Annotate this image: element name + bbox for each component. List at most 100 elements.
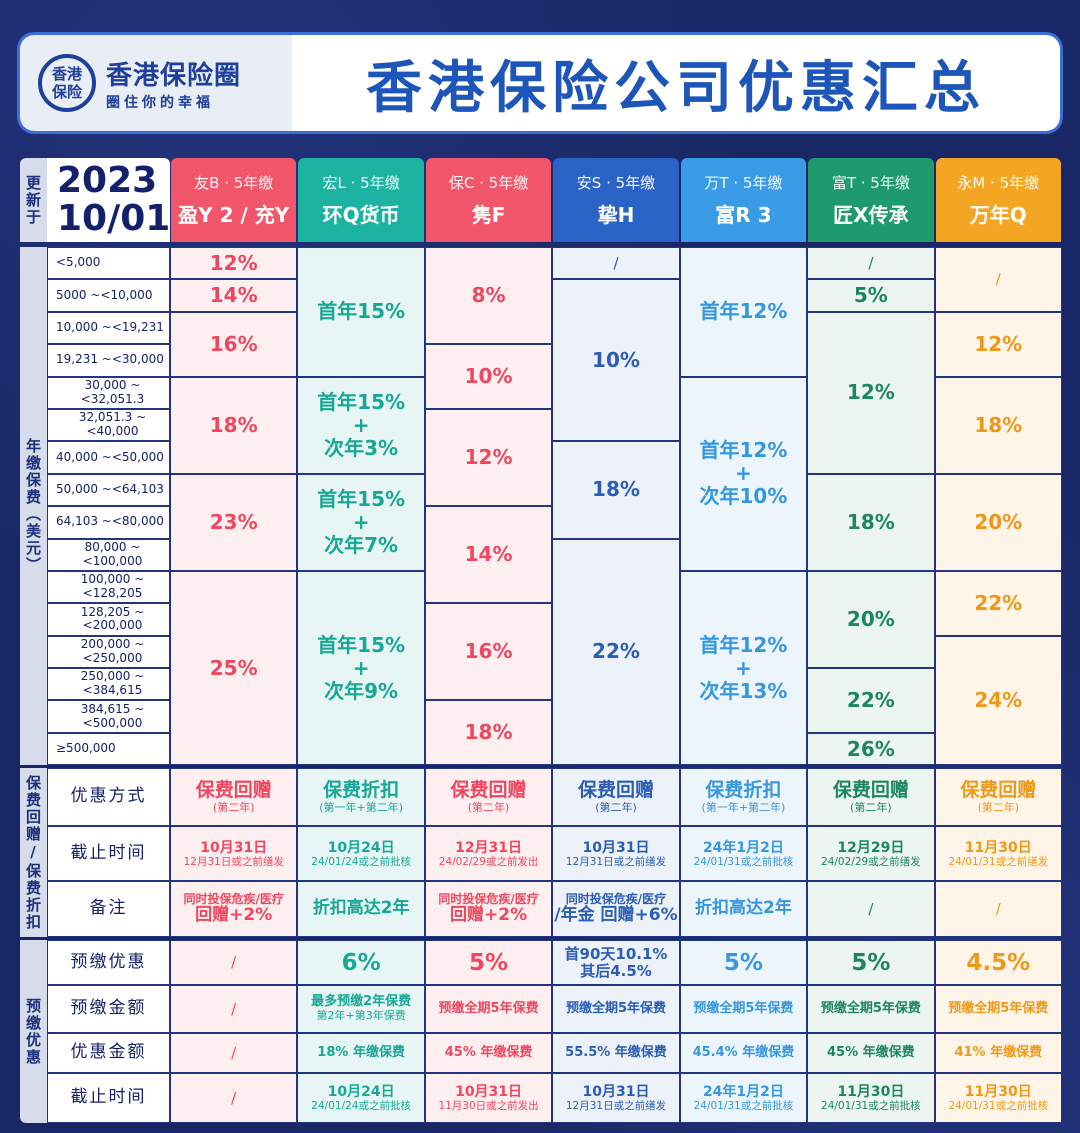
logo-name: 香港保险圈 xyxy=(106,60,242,91)
premium-range: 50,000 ~<64,103 xyxy=(47,473,170,507)
premium-rate: / xyxy=(995,269,1001,288)
rebate-deadline: 10月24日 xyxy=(327,839,395,856)
premium-rate-cell: 10% xyxy=(424,344,553,409)
premium-rate-cell: 18% xyxy=(552,441,680,539)
premium-rate-cell: 14% xyxy=(424,506,553,604)
prepay-deadline: 11月30日 xyxy=(964,1084,1032,1101)
prepay-benefit: 45% 年缴保费 xyxy=(444,1044,533,1060)
premium-rate: 5% xyxy=(853,283,888,308)
prepay-deadline-note: 24/01/31或之前批核 xyxy=(693,1100,794,1113)
premium-section-label: 年缴保费（美元） xyxy=(20,247,47,766)
product-name: 匠X传承 xyxy=(833,203,909,227)
prepay-amount-note: 第2年+第3年保费 xyxy=(316,1009,406,1023)
rebate-deadline-note: 24/01/24或之前批核 xyxy=(311,855,411,868)
rebate-method-note: (第二年) xyxy=(467,800,510,814)
prepay-deadline-note: 24/01/31或之前批核 xyxy=(821,1100,921,1113)
rebate-remark-empty: / xyxy=(868,899,874,918)
prepay-deadline-note: 11月30日或之前发出 xyxy=(438,1100,539,1113)
prepay-row-label: 预缴金额 xyxy=(47,985,170,1034)
company-name: 万T · 5年缴 xyxy=(704,174,783,192)
premium-rate: 10% xyxy=(464,364,513,389)
premium-rate-cell: 12% xyxy=(934,311,1062,377)
premium-rate-cell: 首年12% xyxy=(679,247,808,377)
prepay-row-label: 预缴优惠 xyxy=(47,940,170,986)
company-header: 永M · 5年缴 万年Q xyxy=(935,158,1061,242)
prepay-deadline-cell: 10月31日 12月31日或之前缮发 xyxy=(552,1073,680,1124)
company-header: 富T · 5年缴 匠X传承 xyxy=(808,158,934,242)
premium-rate: 18% xyxy=(592,477,640,502)
rebate-method: 保费回赠 xyxy=(450,779,527,801)
product-name: 万年Q xyxy=(969,203,1027,227)
rebate-deadline-cell: 12月31日 24/02/29或之前发出 xyxy=(424,826,553,882)
premium-rate: 12% xyxy=(464,445,513,470)
premium-rate: 16% xyxy=(209,331,258,356)
premium-rate: 20% xyxy=(846,606,895,631)
premium-rate-cell: 5% xyxy=(807,279,935,312)
prepay-benefit-cell: 41% 年缴保费 xyxy=(934,1033,1062,1074)
prepay-benefit-cell: / xyxy=(170,1033,298,1074)
company-name: 宏L · 5年缴 xyxy=(322,174,400,192)
logo-seal: 香港保险 xyxy=(38,54,96,112)
rebate-remark-empty: / xyxy=(995,899,1001,918)
rebate-section-label: 保费回赠/保费折扣 xyxy=(20,768,47,938)
prepay-benefit-cell: 45% 年缴保费 xyxy=(807,1033,935,1074)
premium-rate-cell: 首年15% + 次年7% xyxy=(297,473,425,571)
rebate-deadline-note: 24/02/29或之前缮发 xyxy=(821,855,921,868)
premium-range: 19,231 ~<30,000 xyxy=(47,344,170,377)
premium-rate: 25% xyxy=(209,655,258,680)
rebate-method: 保费回赠 xyxy=(960,779,1037,801)
prepay-discount-cell: 5% xyxy=(679,940,808,986)
rebate-deadline: 10月31日 xyxy=(582,839,650,856)
rebate-remark-cell: / xyxy=(807,881,935,938)
rebate-deadline-cell: 11月30日 24/01/31或之前缮发 xyxy=(934,826,1062,882)
rebate-deadline: 24年1月2日 xyxy=(702,839,784,856)
premium-rate-cell: 12% xyxy=(170,247,298,280)
premium-rate-cell: 8% xyxy=(424,247,553,345)
header-row: 更新于 2023 10/01 友B · 5年缴 盈Y 2 / 充Y 宏L · 5年缴… xyxy=(20,158,1062,242)
prepay-amount: 预缴全期5年保费 xyxy=(693,1000,794,1016)
premium-rate: 26% xyxy=(846,736,895,761)
rebate-method-cell: 保费回赠 (第二年) xyxy=(552,768,680,827)
rebate-row-label: 优惠方式 xyxy=(47,768,170,827)
premium-rate-cell: 首年12% + 次年10% xyxy=(679,376,808,571)
prepay-discount: / xyxy=(231,953,237,972)
update-day: 10/01 xyxy=(57,198,171,239)
rebate-method-note: (第一年+第二年) xyxy=(701,800,786,814)
premium-range: 64,103 ~<80,000 xyxy=(47,506,170,539)
premium-range: 40,000 ~<50,000 xyxy=(47,441,170,474)
premium-rate-cell: 18% xyxy=(807,473,935,571)
title-bar: 香港保险 香港保险圈 圈住你的幸福 香港保险公司优惠汇总 xyxy=(20,35,1060,131)
premium-rate: 20% xyxy=(974,509,1023,534)
prepay-amount-cell: 预缴全期5年保费 xyxy=(934,985,1062,1034)
premium-rate: 首年12% xyxy=(699,299,788,324)
prepay-section-label: 预缴优惠 xyxy=(20,940,47,1124)
prepay-deadline-note: 12月31日或之前缮发 xyxy=(565,1100,667,1113)
premium-rate-cell: 23% xyxy=(170,473,298,571)
rebate-remark-highlight: /年金 回赠+6% xyxy=(554,905,678,926)
rebate-remark: 同时投保危疾/医疗 xyxy=(565,891,667,906)
premium-rate: / xyxy=(868,253,874,272)
rebate-deadline: 11月30日 xyxy=(964,839,1032,856)
premium-rate-cell: 25% xyxy=(170,570,298,766)
rebate-deadline-cell: 10月31日 12月31日或之前缮发 xyxy=(552,826,680,882)
prepay-amount-cell: 最多预缴2年保费 第2年+第3年保费 xyxy=(297,985,425,1034)
rebate-method: 保费回赠 xyxy=(577,779,654,801)
rebate-deadline-cell: 12月29日 24/02/29或之前缮发 xyxy=(807,826,935,882)
premium-rate: 18% xyxy=(209,412,258,437)
prepay-discount: 4.5% xyxy=(966,949,1031,976)
premium-rate-cell: 12% xyxy=(807,311,935,474)
prepay-benefit-cell: 45.4% 年缴保费 xyxy=(679,1033,808,1074)
company-name: 安S · 5年缴 xyxy=(576,174,656,192)
rebate-remark-cell: 同时投保危疾/医疗 回赠+2% xyxy=(424,881,553,938)
premium-rate-cell: 首年15% xyxy=(297,247,425,377)
premium-rate: 14% xyxy=(209,283,258,308)
rebate-method-note: (第二年) xyxy=(850,800,892,814)
premium-rate: 首年15% + 次年3% xyxy=(317,389,406,460)
prepay-discount: 5% xyxy=(723,949,763,976)
company-header: 安S · 5年缴 挚H xyxy=(553,158,679,242)
premium-rate-cell: 26% xyxy=(807,732,935,766)
rebate-deadline-note: 12月31日或之前缮发 xyxy=(565,855,667,868)
premium-range: 200,000 ~<250,000 xyxy=(47,635,170,669)
premium-rate-cell: 10% xyxy=(552,279,680,442)
rebate-remark-cell: 折扣高达2年 xyxy=(297,881,425,938)
